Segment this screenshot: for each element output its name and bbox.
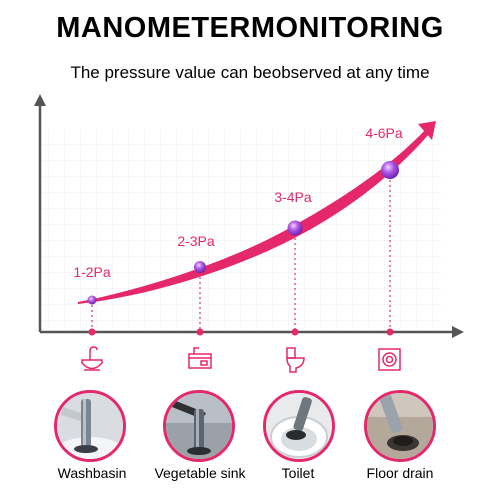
- point-2: [194, 261, 206, 273]
- curve-arrowhead: [418, 121, 436, 140]
- location-label-vegetable-sink: Vegetable sink: [154, 465, 246, 481]
- point-label-3: 3-4Pa: [274, 189, 312, 205]
- floor-drain-photo: [364, 390, 436, 462]
- vegetable-sink-photo: [163, 390, 235, 462]
- point-4: [381, 161, 399, 179]
- x-axis-arrow: [452, 326, 464, 338]
- point-label-4: 4-6Pa: [365, 125, 403, 141]
- floor-drain-icon: [378, 348, 401, 371]
- vegetable-sink-icon: [188, 347, 212, 369]
- point-1: [87, 295, 97, 305]
- location-label-toilet: Toilet: [281, 465, 315, 481]
- toilet-photo: [263, 390, 335, 462]
- page-subtitle: The pressure value can beobserved at any…: [70, 63, 430, 82]
- axis-dot-3: [291, 328, 299, 336]
- point-3: [287, 220, 303, 236]
- location-label-washbasin: Washbasin: [57, 465, 127, 481]
- washbasin-photo: [54, 390, 126, 462]
- point-label-1: 1-2Pa: [73, 264, 111, 280]
- axis-dot-4: [386, 328, 394, 336]
- y-axis-arrow: [34, 94, 46, 106]
- axis-dot-2: [196, 328, 204, 336]
- location-label-floor-drain: Floor drain: [366, 465, 434, 481]
- point-label-2: 2-3Pa: [177, 233, 215, 249]
- washbasin-icon: [81, 346, 103, 371]
- toilet-icon: [286, 347, 305, 373]
- page-title: MANOMETERMONITORING: [56, 12, 444, 44]
- axis-dot-1: [88, 328, 96, 336]
